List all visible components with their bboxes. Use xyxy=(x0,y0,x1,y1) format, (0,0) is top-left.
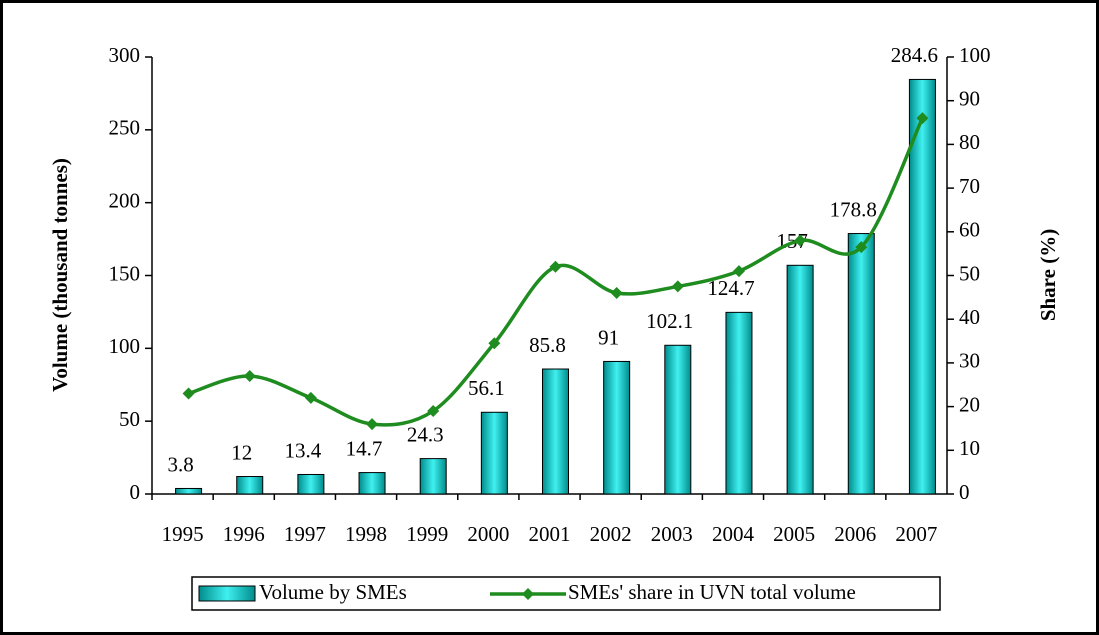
y2-tick-label: 0 xyxy=(959,480,970,504)
y2-tick-label: 20 xyxy=(959,392,980,416)
bar xyxy=(725,311,753,495)
y2-tick-label: 100 xyxy=(959,43,991,67)
marker xyxy=(182,387,195,400)
x-tick-label: 1995 xyxy=(162,522,204,546)
y2-tick-label: 70 xyxy=(959,174,980,198)
data-label: 102.1 xyxy=(646,309,693,333)
bar xyxy=(542,368,569,495)
x-tick-label: 1998 xyxy=(345,522,387,546)
y-tick-label: 0 xyxy=(130,480,141,504)
y-tick-label: 300 xyxy=(109,43,141,67)
bar xyxy=(786,264,814,495)
x-tick-label: 1999 xyxy=(406,522,448,546)
marker xyxy=(366,418,379,431)
y2-tick-label: 40 xyxy=(959,305,980,329)
x-tick-label: 2003 xyxy=(651,522,693,546)
data-label: 13.4 xyxy=(285,438,322,462)
bar xyxy=(847,233,875,495)
x-tick-label: 2007 xyxy=(895,522,937,546)
data-label: 14.7 xyxy=(346,436,383,460)
legend-label: SMEs' share in UVN total volume xyxy=(568,580,856,604)
marker xyxy=(427,404,440,417)
legend-label: Volume by SMEs xyxy=(259,580,407,604)
marker xyxy=(243,370,256,383)
data-label: 3.8 xyxy=(167,452,193,476)
y2-tick-label: 30 xyxy=(959,349,980,373)
marker xyxy=(855,241,868,254)
bar xyxy=(603,360,631,495)
marker xyxy=(549,260,562,273)
bar xyxy=(236,476,264,495)
marker xyxy=(732,265,745,278)
y-tick-label: 250 xyxy=(109,116,141,140)
marker xyxy=(671,280,684,293)
y2-tick-label: 60 xyxy=(959,218,980,242)
bar xyxy=(297,473,325,495)
bar xyxy=(175,487,203,495)
bar xyxy=(908,78,936,495)
x-tick-label: 1996 xyxy=(223,522,265,546)
y-tick-label: 50 xyxy=(119,407,140,431)
bar xyxy=(419,458,447,495)
marker xyxy=(488,337,501,350)
bar xyxy=(664,344,692,495)
marker xyxy=(794,234,807,247)
data-label: 178.8 xyxy=(830,197,877,221)
x-tick-label: 2000 xyxy=(467,522,509,546)
bar xyxy=(480,411,508,495)
y2-tick-label: 90 xyxy=(959,87,980,111)
data-label: 24.3 xyxy=(407,422,444,446)
x-tick-label: 2005 xyxy=(773,522,815,546)
y2-tick-label: 50 xyxy=(959,261,980,285)
x-tick-label: 2001 xyxy=(529,522,571,546)
marker xyxy=(916,112,929,125)
y2-tick-label: 80 xyxy=(959,130,980,154)
x-tick-label: 2006 xyxy=(834,522,876,546)
data-label: 12 xyxy=(231,440,252,464)
bar xyxy=(358,472,386,495)
y-tick-label: 200 xyxy=(109,188,141,212)
marker xyxy=(610,286,623,299)
data-label: 284.6 xyxy=(891,43,938,67)
y-tick-label: 100 xyxy=(109,334,141,358)
x-tick-label: 2004 xyxy=(712,522,755,546)
legend-marker xyxy=(522,588,534,600)
y-axis-label: Volume (thousand tonnes) xyxy=(48,158,72,392)
data-label: 85.8 xyxy=(529,333,566,357)
legend-swatch xyxy=(198,585,256,602)
data-label: 91 xyxy=(598,325,619,349)
x-tick-label: 2002 xyxy=(590,522,632,546)
y2-tick-label: 10 xyxy=(959,436,980,460)
data-label: 56.1 xyxy=(468,376,505,400)
y2-axis-label: Share (%) xyxy=(1036,229,1060,321)
x-tick-label: 1997 xyxy=(284,522,326,546)
marker xyxy=(304,391,317,404)
y-tick-label: 150 xyxy=(109,261,141,285)
